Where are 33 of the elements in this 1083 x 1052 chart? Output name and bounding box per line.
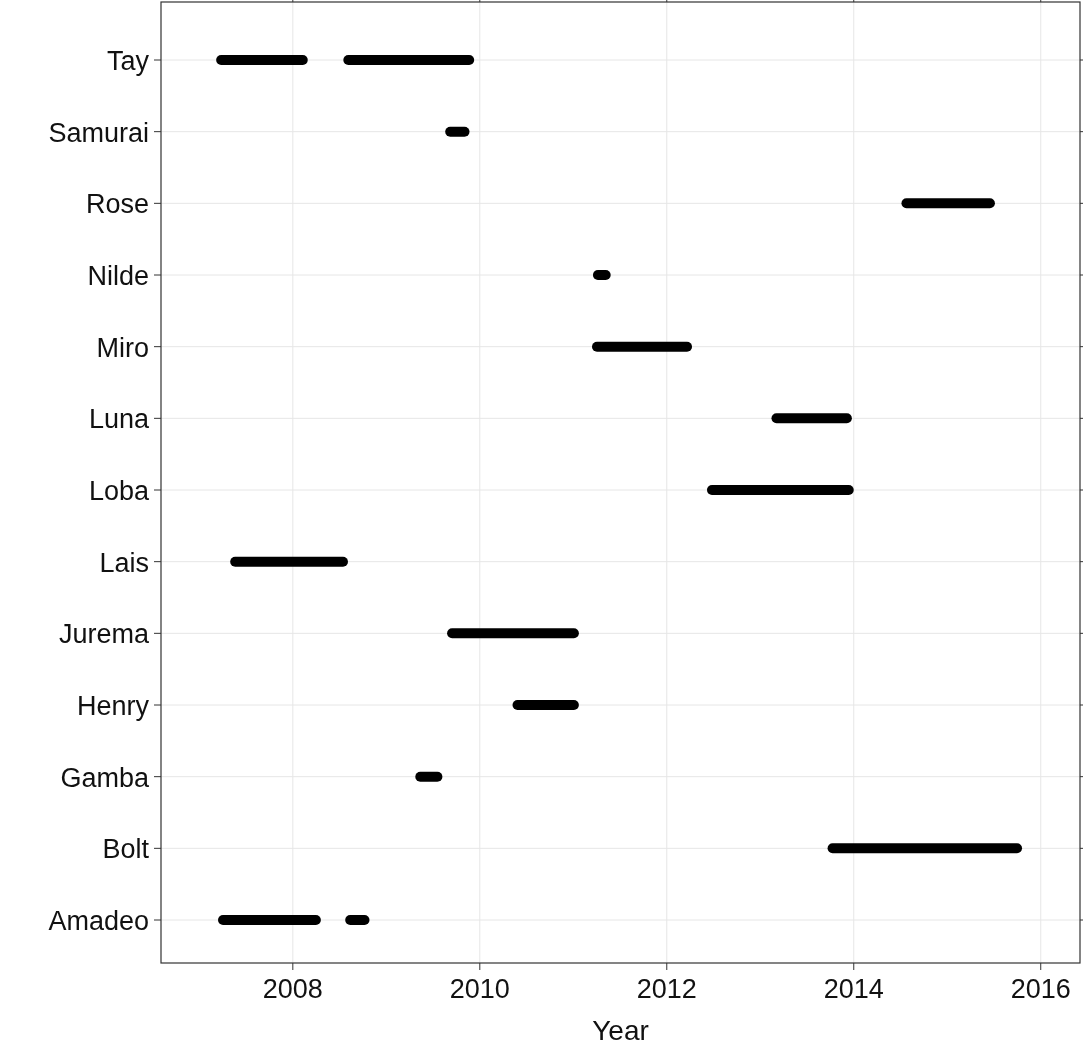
bar [343,55,475,65]
bar [216,55,308,65]
y-tick-label: Nilde [87,261,149,291]
bar [706,485,854,495]
y-tick-label: Jurema [58,619,150,650]
x-tick-label: 2010 [449,974,510,1004]
y-tick-label: Amadeo [48,906,149,936]
y-tick-label: Lais [99,547,149,578]
y-tick-label: Bolt [102,834,150,865]
x-tick-label: 2014 [823,974,884,1004]
x-axis-title: Year [592,1015,649,1046]
bar [415,771,443,782]
y-tick-label: Samurai [48,117,149,148]
bar [345,915,370,925]
x-tick-label: 2008 [262,974,323,1004]
bar [591,341,693,352]
y-tick-label: Miro [96,332,149,363]
y-tick-label: Loba [88,476,150,506]
bar [445,126,470,137]
bar [218,915,321,925]
bar [512,700,579,710]
bar [447,628,579,639]
bar [771,413,852,424]
y-tick-label: Gamba [60,762,150,793]
x-tick-label: 2012 [636,974,697,1004]
bar [230,556,348,567]
y-tick-label: Henry [76,691,150,721]
bar [901,198,995,209]
x-tick-label: 2016 [1010,974,1071,1004]
bar [827,843,1023,854]
y-tick-label: Rose [85,189,149,220]
y-tick-label: Luna [88,404,150,435]
y-tick-label: Tay [106,46,150,76]
